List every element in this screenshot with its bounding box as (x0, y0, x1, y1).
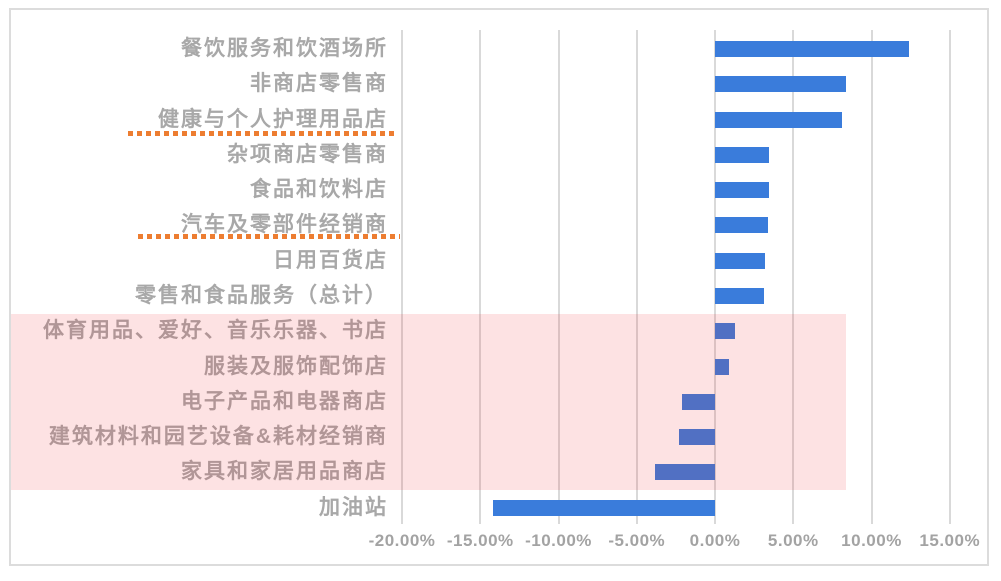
x-axis-tick-label: -5.00% (608, 531, 666, 550)
gridline (557, 30, 560, 524)
gridline (870, 30, 873, 524)
bar (715, 41, 910, 57)
bar (715, 76, 847, 93)
x-axis-tick-label: 15.00% (919, 531, 981, 550)
category-label: 体育用品、爱好、音乐乐器、书店 (43, 319, 388, 343)
bar (715, 287, 764, 304)
x-axis-tick-label: -15.00% (446, 531, 514, 550)
x-axis-tick-label: 5.00% (767, 531, 819, 550)
highlight-region (11, 313, 846, 490)
category-label: 加油站 (319, 495, 388, 519)
dotted-underline (128, 131, 397, 136)
category-label: 健康与个人护理用品店 (158, 107, 388, 131)
bar (715, 358, 730, 375)
gridline (635, 30, 638, 524)
category-label: 非商店零售商 (250, 72, 388, 96)
category-label: 服装及服饰配饰店 (204, 354, 388, 378)
category-label: 餐饮服务和饮酒场所 (181, 37, 388, 60)
bar (679, 429, 715, 446)
bar (492, 499, 715, 516)
bar (715, 252, 766, 269)
gridline (479, 30, 482, 524)
category-label: 汽车及零部件经销商 (181, 213, 388, 237)
category-label: 零售和食品服务（总计） (135, 283, 388, 307)
x-axis-tick-label: -10.00% (525, 531, 592, 550)
bar (654, 464, 715, 481)
category-label: 家具和家居用品商店 (181, 460, 388, 484)
category-label: 食品和饮料店 (250, 178, 388, 202)
gridline (948, 30, 951, 524)
category-label: 电子产品和电器商店 (181, 389, 388, 413)
category-label: 建筑材料和园艺设备&耗材经销商 (48, 425, 388, 449)
bar (715, 111, 842, 128)
category-label: 杂项商店零售商 (227, 142, 388, 166)
bar (715, 323, 735, 340)
x-axis-tick-label: 10.00% (841, 531, 902, 550)
dotted-underline (138, 234, 400, 239)
bar (682, 393, 715, 410)
gridline (714, 30, 716, 524)
gridline (792, 30, 795, 524)
category-label: 日用百货店 (273, 248, 388, 272)
bar (715, 217, 769, 234)
x-axis-tick-label: 0.00% (689, 531, 741, 550)
bar (715, 182, 769, 199)
gridline (401, 30, 403, 524)
bar (715, 146, 769, 163)
x-axis-tick-label: -20.00% (368, 531, 436, 550)
